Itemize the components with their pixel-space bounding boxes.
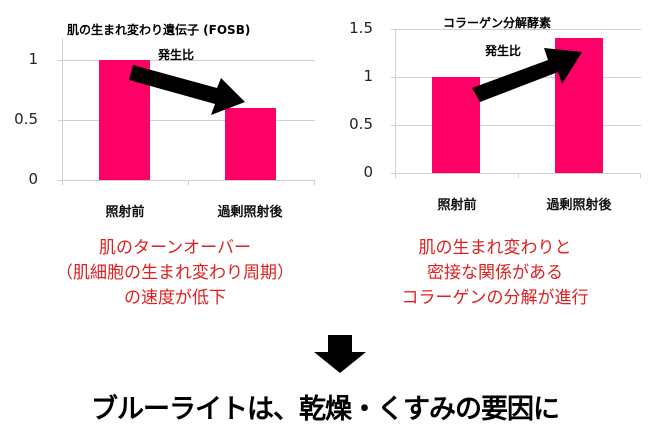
y-tick-label: 1.5 xyxy=(349,19,373,37)
bar-after xyxy=(225,108,276,180)
gridline xyxy=(391,29,641,30)
y-tick-label: 1 xyxy=(28,50,38,68)
y-axis xyxy=(395,29,396,178)
bar-before xyxy=(432,77,480,173)
y-axis xyxy=(62,38,63,185)
x-tick xyxy=(188,180,189,185)
gridline xyxy=(58,60,315,61)
ratio-label: 発生比 xyxy=(158,48,195,62)
x-label: 照射前 xyxy=(437,198,477,213)
x-tick xyxy=(518,173,519,178)
y-tick-label: 0 xyxy=(28,170,38,188)
caption-line: 肌の生まれ変わりと xyxy=(418,238,572,258)
caption-left: 肌のターンオーバー （肌細胞の生まれ変わり周期） の速度が低下 xyxy=(30,236,320,311)
caption-line: の速度が低下 xyxy=(124,288,226,308)
arrow-down-icon xyxy=(129,65,245,115)
caption-line: （肌細胞の生まれ変わり周期） xyxy=(56,263,294,283)
caption-line: コラーゲンの分解が進行 xyxy=(401,288,589,308)
chart-right-title: コラーゲン分解酵素 xyxy=(443,16,552,30)
gridline xyxy=(58,120,315,121)
x-label: 過剰照射後 xyxy=(546,198,612,213)
ratio-label: 発生比 xyxy=(485,44,522,58)
x-label: 照射前 xyxy=(105,205,145,220)
x-tick xyxy=(314,180,315,185)
y-tick-label: 1 xyxy=(363,67,373,85)
y-tick-label: 0.5 xyxy=(349,115,373,133)
caption-line: 密接な関係がある xyxy=(427,263,563,283)
arrow-up-icon xyxy=(472,48,582,102)
caption-right: 肌の生まれ変わりと 密接な関係がある コラーゲンの分解が進行 xyxy=(365,236,625,311)
gridline xyxy=(391,125,641,126)
y-tick-label: 0 xyxy=(363,163,373,181)
x-label: 過剰照射後 xyxy=(217,205,283,220)
caption-line: 肌のターンオーバー xyxy=(99,238,251,258)
down-arrow-icon xyxy=(314,335,366,373)
y-tick-label: 0.5 xyxy=(14,110,38,128)
conclusion-text: ブルーライトは、乾燥・くすみの要因に xyxy=(91,394,560,425)
chart-left-title: 肌の生まれ変わり遺伝子 (FOSB) xyxy=(67,23,251,37)
x-axis xyxy=(391,173,641,174)
x-tick xyxy=(640,173,641,178)
x-axis xyxy=(58,180,315,181)
